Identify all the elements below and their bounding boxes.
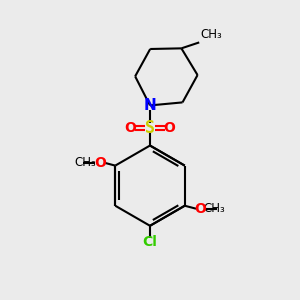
Text: Cl: Cl (142, 235, 158, 249)
Text: O: O (94, 156, 106, 170)
Text: N: N (144, 98, 156, 113)
Text: O: O (194, 202, 206, 216)
Text: O: O (164, 121, 175, 135)
Text: CH₃: CH₃ (204, 202, 226, 215)
Text: CH₃: CH₃ (201, 28, 223, 41)
Text: O: O (125, 121, 136, 135)
Text: CH₃: CH₃ (74, 156, 96, 169)
Text: S: S (145, 119, 155, 137)
